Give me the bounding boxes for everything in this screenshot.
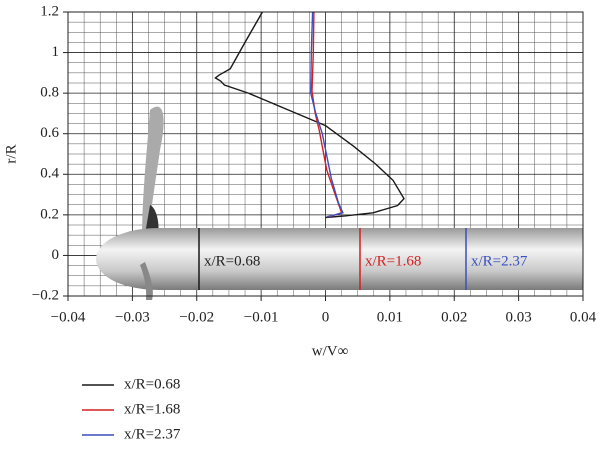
station-label: x/R=1.68	[365, 253, 421, 269]
legend-label: x/R=1.68	[124, 401, 180, 417]
x-tick-label: 0	[322, 309, 330, 325]
y-tick-label: 0.8	[40, 85, 59, 101]
x-tick-label: −0.03	[115, 309, 150, 325]
x-axis-label: w/V∞	[312, 343, 349, 359]
propeller-blade	[140, 262, 153, 300]
y-tick-label: −0.2	[32, 287, 59, 303]
x-tick-label: −0.04	[51, 309, 86, 325]
x-tick-label: 0.02	[441, 309, 467, 325]
x-tick-label: 0.01	[377, 309, 403, 325]
propeller-blade	[142, 106, 164, 240]
x-tick-label: −0.01	[244, 309, 279, 325]
x-tick-label: 0.04	[570, 309, 597, 325]
y-tick-label: 0.2	[40, 206, 59, 222]
x-tick-label: −0.02	[179, 309, 214, 325]
y-axis-label: r/R	[3, 144, 19, 163]
legend-label: x/R=0.68	[124, 376, 180, 392]
series-line	[309, 11, 344, 218]
y-tick-label: 0	[52, 247, 60, 263]
x-tick-label: 0.03	[506, 309, 532, 325]
y-tick-label: 1	[52, 44, 60, 60]
station-label: x/R=0.68	[204, 253, 260, 269]
station-label: x/R=2.37	[471, 253, 528, 269]
hull-illustration: x/R=0.68 x/R=1.68 x/R=2.37	[96, 106, 583, 300]
legend-label: x/R=2.37	[124, 426, 181, 442]
y-tick-label: 0.6	[40, 125, 59, 141]
y-tick-label: 1.2	[40, 3, 59, 19]
y-tick-label: 0.4	[40, 166, 59, 182]
hull	[96, 228, 583, 290]
series-line	[214, 11, 405, 219]
